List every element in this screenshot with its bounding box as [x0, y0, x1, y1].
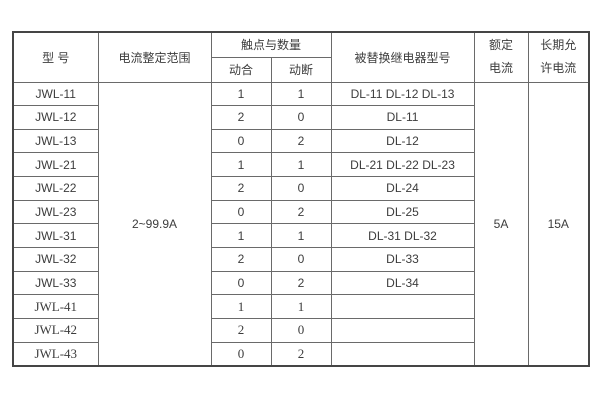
table-row: JWL-42 2 0 [12, 318, 589, 343]
header-rated-current: 额定 电流 [473, 31, 529, 83]
contact-nc-cell: 1 [270, 81, 332, 107]
header-replaced-models: 被替换继电器型号 [330, 31, 475, 83]
replaced-models-cell: DL-34 [330, 270, 475, 296]
replaced-models-cell [330, 341, 475, 367]
long-term-merged-cell: 15A [527, 81, 590, 367]
header-row-1: 型 号 电流整定范围 触点与数量 被替换继电器型号 额定 电流 长期允 许电流 [12, 31, 590, 83]
table-row: JWL-13 0 2 DL-12 [12, 128, 589, 154]
table-row: JWL-43 0 2 [12, 341, 589, 367]
replaced-models-cell: DL-33 [330, 247, 475, 272]
table-row: JWL-31 1 1 DL-31 DL-32 [12, 223, 589, 249]
contact-nc-cell: 0 [270, 105, 332, 130]
contact-nc-cell: 1 [270, 152, 332, 178]
table-row: JWL-11 2~99.9A 1 1 DL-11 DL-12 DL-13 5A 15A [12, 81, 590, 367]
model-cell: JWL-43 [12, 341, 99, 367]
contact-no-cell: 1 [210, 152, 272, 178]
header-long-term-current: 长期允 许电流 [527, 31, 590, 83]
header-long-term-line2: 许电流 [540, 61, 577, 76]
replaced-models-cell: DL-11 DL-12 DL-13 [330, 81, 475, 107]
table-row: JWL-41 1 1 [12, 294, 589, 320]
contact-no-cell: 1 [210, 294, 272, 320]
model-cell: JWL-11 [12, 81, 99, 107]
contact-nc-cell: 2 [270, 341, 332, 367]
header-row-2: 动合 动断 [13, 56, 589, 83]
table-row: JWL-12 2 0 DL-11 [12, 105, 589, 130]
contact-nc-cell: 2 [270, 128, 332, 154]
contact-no-cell: 0 [210, 341, 272, 367]
model-cell: JWL-22 [12, 176, 99, 201]
contact-no-cell: 0 [210, 270, 272, 296]
contact-no-cell: 2 [210, 318, 272, 343]
header-current-range: 电流整定范围 [97, 31, 212, 83]
replaced-models-cell: DL-11 [330, 105, 475, 130]
header-rated-current-line1: 额定 [489, 37, 514, 52]
replaced-models-cell: DL-25 [330, 199, 475, 225]
header-long-term-line1: 长期允 [540, 37, 577, 52]
contact-no-cell: 2 [210, 105, 272, 130]
model-cell: JWL-33 [12, 270, 99, 296]
model-cell: JWL-32 [12, 247, 99, 272]
replaced-models-cell: DL-24 [330, 176, 475, 201]
contact-nc-cell: 0 [270, 176, 332, 201]
model-cell: JWL-12 [12, 105, 99, 130]
header-rated-current-line2: 电流 [489, 61, 514, 76]
replaced-models-cell: DL-12 [330, 128, 475, 154]
contact-no-cell: 1 [210, 81, 272, 107]
contact-nc-cell: 0 [270, 247, 332, 272]
contact-no-cell: 2 [210, 176, 272, 201]
contact-nc-cell: 1 [270, 294, 332, 320]
header-model: 型 号 [12, 31, 99, 83]
header-contact-no: 动合 [210, 56, 272, 83]
table-row: JWL-21 1 1 DL-21 DL-22 DL-23 [12, 152, 589, 178]
contact-no-cell: 1 [210, 223, 272, 249]
header-contacts-group: 触点与数量 [210, 31, 332, 58]
rated-current-merged-cell: 5A [473, 81, 529, 367]
relay-spec-table: 型 号 电流整定范围 触点与数量 被替换继电器型号 额定 电流 长期允 许电流 … [12, 31, 591, 367]
replaced-models-cell [330, 318, 475, 343]
contact-no-cell: 0 [210, 128, 272, 154]
replaced-models-cell [330, 294, 475, 320]
contact-nc-cell: 2 [270, 270, 332, 296]
model-cell: JWL-21 [12, 152, 99, 178]
model-cell: JWL-42 [12, 318, 99, 343]
table-row: JWL-22 2 0 DL-24 [12, 176, 589, 201]
contact-no-cell: 2 [210, 247, 272, 272]
contact-nc-cell: 2 [270, 199, 332, 225]
current-range-merged-cell: 2~99.9A [97, 81, 212, 367]
contact-nc-cell: 1 [270, 223, 332, 249]
model-cell: JWL-23 [12, 199, 99, 225]
replaced-models-cell: DL-31 DL-32 [330, 223, 475, 249]
model-cell: JWL-41 [12, 294, 99, 320]
header-contact-nc: 动断 [270, 56, 332, 83]
contact-no-cell: 0 [210, 199, 272, 225]
model-cell: JWL-31 [12, 223, 99, 249]
model-cell: JWL-13 [12, 128, 99, 154]
contact-nc-cell: 0 [270, 318, 332, 343]
table-body: JWL-11 2~99.9A 1 1 DL-11 DL-12 DL-13 5A 15A JWL… [12, 81, 590, 367]
table-row: JWL-23 0 2 DL-25 [12, 199, 589, 225]
replaced-models-cell: DL-21 DL-22 DL-23 [330, 152, 475, 178]
